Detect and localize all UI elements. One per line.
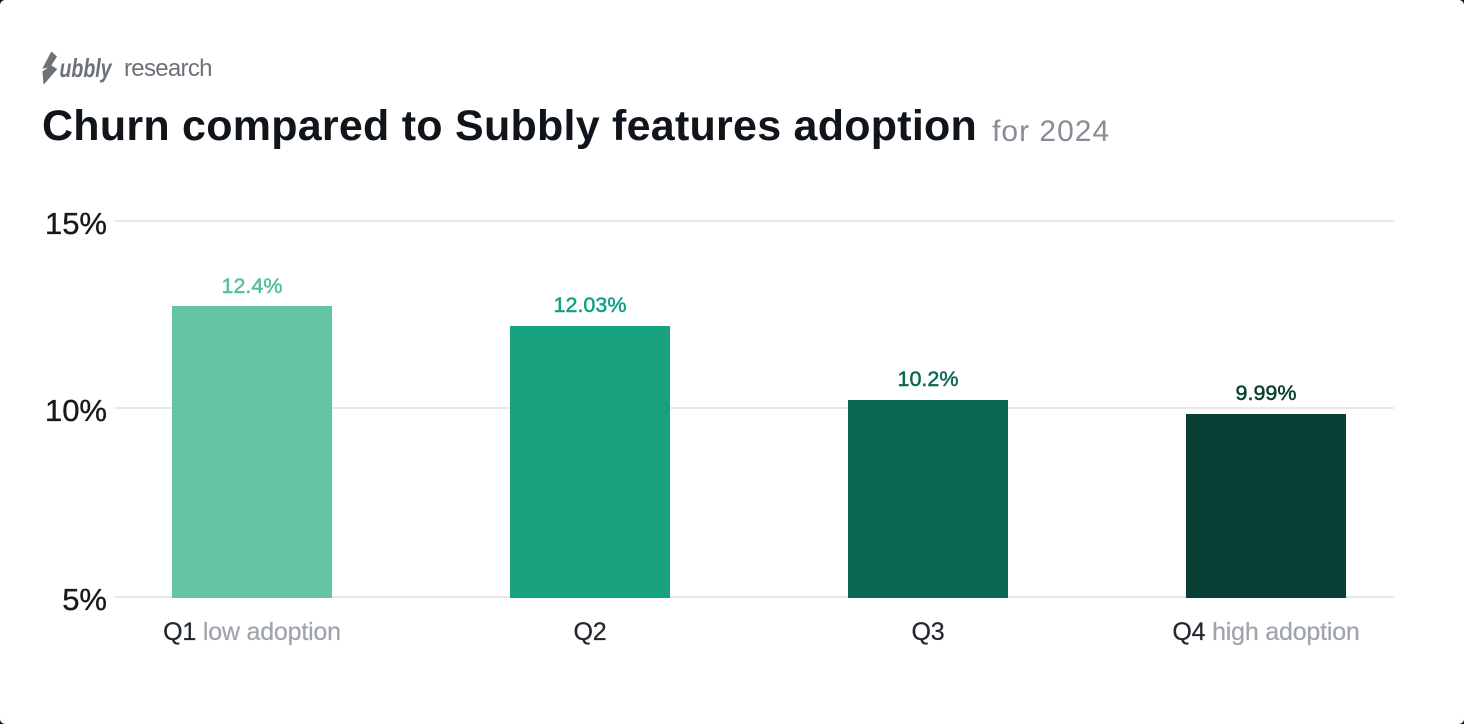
svg-text:ubbly: ubbly: [60, 53, 113, 83]
